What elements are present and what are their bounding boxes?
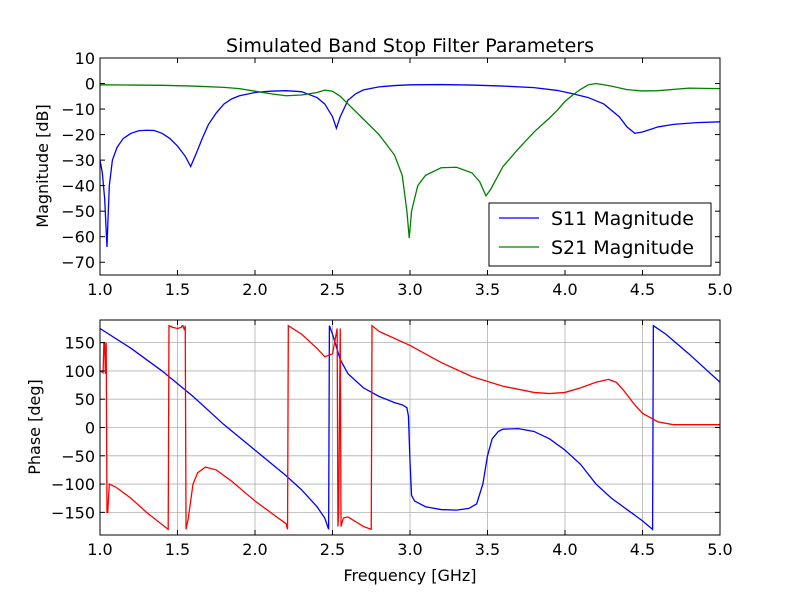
y-tick-label: 0 (85, 419, 95, 438)
y-tick-label: 100 (64, 362, 95, 381)
x-tick-label: 2.0 (242, 540, 267, 559)
x-tick-label: 3.0 (397, 540, 422, 559)
s21-magnitude-line (100, 82, 720, 239)
s11-magnitude-line (100, 83, 720, 247)
magnitude-ticks: 1.0 1.5 2.0 2.5 3.0 3.5 4.0 4.5 5.0 10 0 −10 −20 −30 −… (61, 49, 732, 299)
x-tick-label: 1.0 (87, 540, 112, 559)
y-tick-label: 10 (75, 49, 95, 68)
legend-label-s11-magnitude: S11 Magnitude (551, 208, 694, 230)
phase-ticks: 1.0 1.5 2.0 2.5 3.0 3.5 4.0 4.5 5.0 150 100 50 0 −50 −… (51, 320, 733, 559)
y-tick-label: −10 (61, 100, 95, 119)
magnitude-y-axis-label: Magnitude [dB] (33, 104, 52, 227)
y-tick-label: −150 (51, 503, 95, 522)
frequency-x-axis-label: Frequency [GHz] (343, 566, 476, 585)
y-tick-label: −20 (61, 126, 95, 145)
y-tick-label: 150 (64, 334, 95, 353)
y-tick-label: −40 (61, 177, 95, 196)
x-tick-label: 2.5 (320, 280, 345, 299)
y-tick-label: −60 (61, 228, 95, 247)
phase-panel: 1.0 1.5 2.0 2.5 3.0 3.5 4.0 4.5 5.0 150 100 50 0 −50 −… (25, 319, 733, 585)
x-tick-label: 1.5 (165, 540, 190, 559)
phase-y-axis-label: Phase [deg] (25, 379, 44, 475)
x-tick-label: 5.0 (707, 280, 732, 299)
magnitude-panel: Simulated Band Stop Filter Parameters 1.… (33, 35, 733, 299)
x-tick-label: 5.0 (707, 540, 732, 559)
y-tick-label: −100 (51, 475, 95, 494)
y-tick-label: −70 (61, 253, 95, 272)
x-tick-label: 1.5 (165, 280, 190, 299)
phase-series-lines (100, 324, 720, 531)
legend-label-s21-magnitude: S21 Magnitude (551, 237, 694, 259)
x-tick-label: 4.5 (630, 280, 655, 299)
x-tick-label: 4.0 (552, 280, 577, 299)
x-tick-label: 3.0 (397, 280, 422, 299)
magnitude-series-lines (100, 82, 720, 247)
phase-series-2-line (100, 324, 720, 531)
phase-series-1-line (100, 324, 720, 531)
x-tick-label: 2.0 (242, 280, 267, 299)
y-tick-label: 0 (85, 75, 95, 94)
x-tick-label: 3.5 (475, 280, 500, 299)
x-tick-label: 2.5 (320, 540, 345, 559)
chart-title: Simulated Band Stop Filter Parameters (226, 35, 594, 57)
x-tick-label: 4.0 (552, 540, 577, 559)
legend: S11 Magnitude S21 Magnitude (488, 202, 712, 267)
y-tick-label: −50 (61, 202, 95, 221)
x-tick-label: 4.5 (630, 540, 655, 559)
y-tick-label: 50 (75, 390, 95, 409)
y-tick-label: −30 (61, 151, 95, 170)
legend-box (488, 202, 712, 267)
y-tick-label: −50 (61, 447, 95, 466)
x-tick-label: 3.5 (475, 540, 500, 559)
x-tick-label: 1.0 (87, 280, 112, 299)
